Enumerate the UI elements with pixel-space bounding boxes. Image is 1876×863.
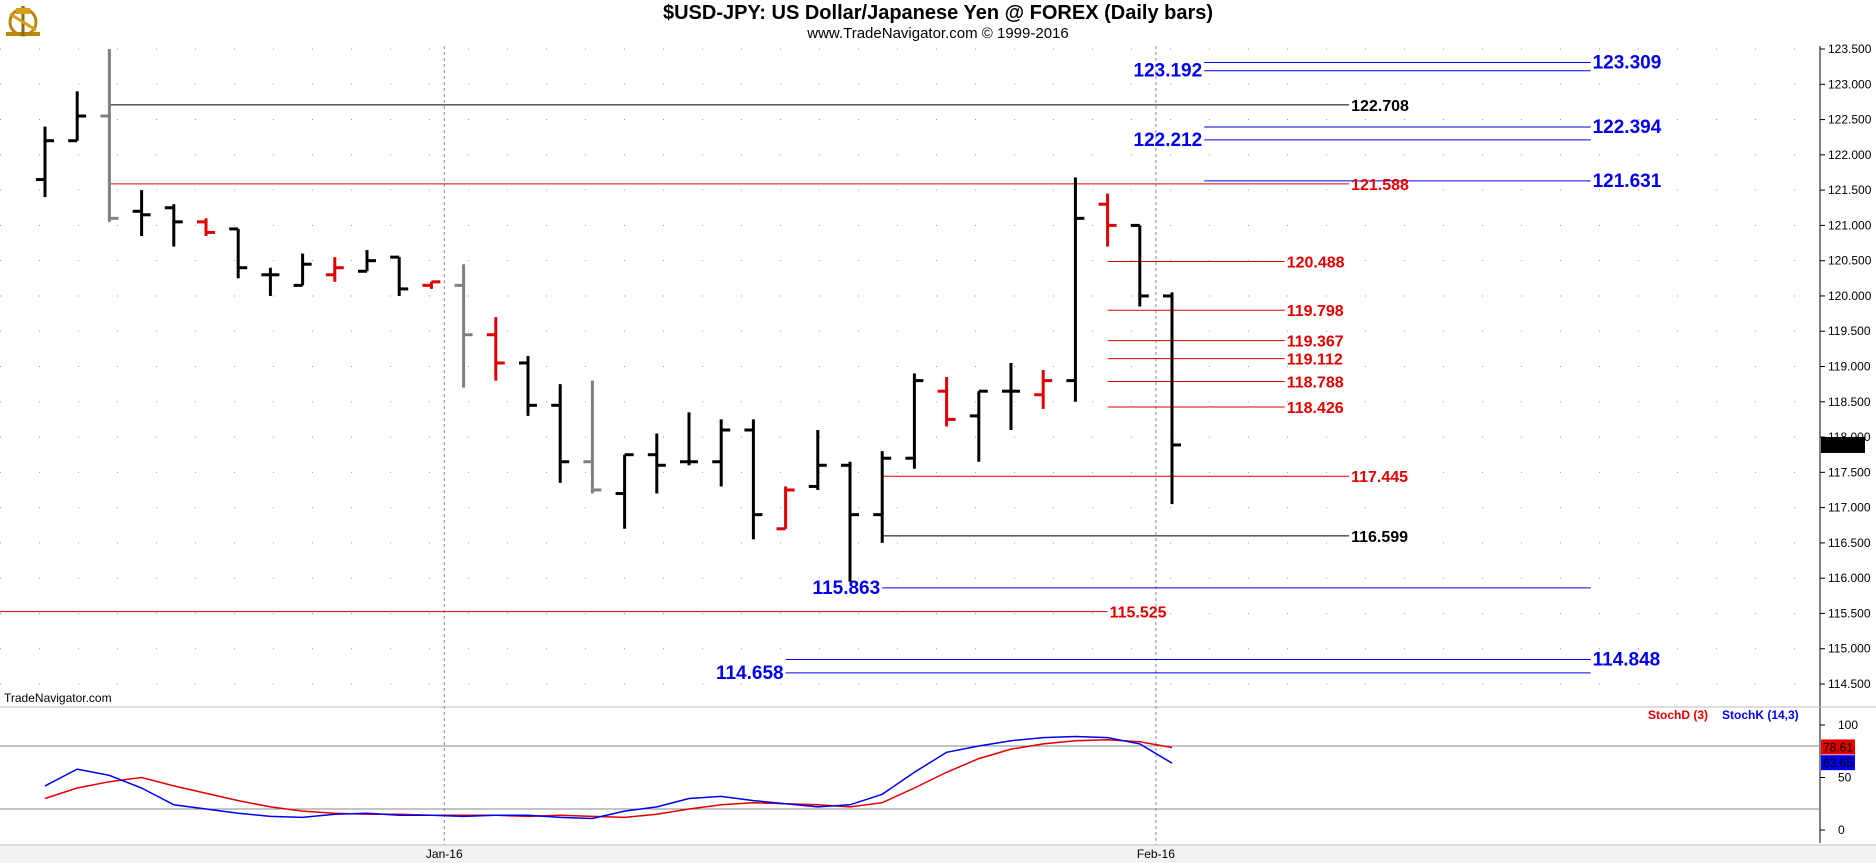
y-tick-label: 122.500 (1828, 113, 1872, 127)
ohlc-bar (100, 49, 119, 222)
y-tick-label: 115.500 (1828, 606, 1871, 620)
y-tick-label: 120.000 (1828, 289, 1872, 303)
y-tick-label: 121.000 (1828, 218, 1872, 232)
ohlc-bar (744, 419, 763, 540)
ohlc-bar (680, 412, 698, 466)
legend-stochd: StochD (3) (1648, 708, 1708, 722)
y-tick-label: 117.500 (1828, 465, 1871, 479)
x-axis: Jan-16 Feb-16 (0, 846, 1876, 863)
ohlc-bar (454, 264, 473, 388)
y-tick-label: 119.500 (1828, 324, 1871, 338)
ohlc-bar (808, 430, 827, 490)
level-label: 115.863 (813, 578, 881, 599)
ohlc-bar (293, 253, 312, 287)
level-label: 121.588 (1351, 177, 1409, 194)
level-label: 122.394 (1593, 117, 1662, 138)
level-label: 122.212 (1134, 130, 1203, 151)
x-axis-strip (0, 846, 1876, 863)
y-tick-label: 114.500 (1828, 677, 1871, 691)
level-label: 115.525 (1110, 605, 1167, 622)
stoch-last-tag (1821, 755, 1855, 771)
ohlc-bar (164, 204, 183, 247)
level-label: 120.488 (1287, 255, 1345, 272)
level-label: 123.309 (1593, 52, 1662, 73)
y-tick-label: 116.000 (1828, 571, 1871, 585)
y-tick-label: 123.500 (1828, 42, 1872, 56)
stoch-last-tag (1821, 739, 1855, 755)
y-tick-label: 122.000 (1828, 148, 1872, 162)
ohlc-bar (1066, 177, 1085, 402)
y-tick-label: 115.000 (1828, 642, 1871, 656)
ohlc-bar (229, 227, 248, 279)
ohlc-bar (551, 384, 570, 483)
ohlc-bar (712, 419, 731, 487)
ohlc-bar (358, 250, 376, 273)
stoch-line (44, 735, 1173, 820)
y-tick-label: 116.500 (1828, 536, 1871, 550)
y-tick-label: 100 (1838, 718, 1858, 732)
y-tick-label: 50 (1838, 771, 1852, 785)
ohlc-bar (36, 126, 54, 198)
ohlc-bar (1130, 223, 1149, 307)
ohlc-bar (1163, 292, 1181, 505)
level-label: 121.631 (1593, 171, 1662, 192)
ohlc-bar (873, 451, 892, 543)
level-label: 119.112 (1287, 352, 1343, 369)
level-label: 123.192 (1134, 61, 1203, 82)
last-price-label: 117.888 (1823, 438, 1866, 452)
x-tick-label: Feb-16 (1137, 847, 1175, 861)
level-label: 119.367 (1287, 334, 1344, 351)
stochastic-panel: 100 50 0 78.61 63.65 StochD (3) StochK (14,3) (0, 708, 1858, 837)
watermark-text: TradeNavigator.com (4, 691, 112, 705)
ohlc-bar (390, 255, 409, 296)
y-tick-label: 119.000 (1828, 360, 1871, 374)
ohlc-bar (937, 377, 956, 427)
y-tick-label: 120.500 (1828, 254, 1872, 268)
ohlc-bar (1002, 362, 1020, 430)
ohlc-bar (615, 453, 634, 529)
y-tick-label: 123.000 (1828, 77, 1872, 91)
ohlc-bar (969, 389, 988, 462)
ohlc-bar (647, 433, 666, 494)
x-tick-label: Jan-16 (426, 847, 463, 861)
legend-stochk: StochK (14,3) (1722, 708, 1799, 722)
ohlc-bar (1034, 370, 1053, 409)
y-tick-label: 118.500 (1828, 395, 1871, 409)
ohlc-bar (905, 373, 924, 469)
level-label: 118.426 (1287, 400, 1344, 417)
ohlc-bar (1098, 193, 1117, 247)
stoch-last-label: 63.65 (1823, 756, 1853, 770)
y-tick-label: 117.000 (1828, 501, 1871, 515)
stoch-line (44, 738, 1173, 819)
level-label: 118.788 (1287, 374, 1344, 391)
ohlc-bar (422, 280, 441, 289)
chart-title: $USD-JPY: US Dollar/Japanese Yen @ FOREX… (662, 2, 1214, 24)
ohlc-bar (583, 380, 602, 494)
sextant-logo-icon (2, 2, 44, 42)
chart-subtitle: www.TradeNavigator.com © 1999-2016 (807, 25, 1069, 42)
ohlc-bar (325, 257, 344, 282)
ohlc-bar (841, 461, 859, 582)
stoch-last-label: 78.61 (1823, 740, 1853, 754)
level-label: 116.599 (1351, 529, 1408, 546)
chart-header: $USD-JPY: US Dollar/Japanese Yen @ FOREX… (0, 0, 1876, 46)
level-label: 122.708 (1351, 98, 1409, 115)
ohlc-bar (68, 91, 87, 143)
ohlc-bar (486, 317, 505, 381)
ohlc-bar (519, 355, 537, 416)
price-panel: 123.500 123.000 122.500 122.000 121.500 121.0… (0, 42, 1876, 846)
level-label: 119.798 (1287, 303, 1344, 320)
level-label: 114.658 (716, 663, 784, 684)
ohlc-bar (261, 267, 280, 296)
level-label: 114.848 (1593, 649, 1661, 670)
y-tick-label: 0 (1838, 823, 1845, 837)
ohlc-bar (197, 218, 215, 236)
ohlc-bar (776, 486, 795, 531)
level-label: 117.445 (1351, 469, 1408, 486)
last-price-tag (1821, 436, 1865, 453)
ohlc-bar (132, 190, 151, 236)
y-tick-label: 121.500 (1828, 183, 1872, 197)
